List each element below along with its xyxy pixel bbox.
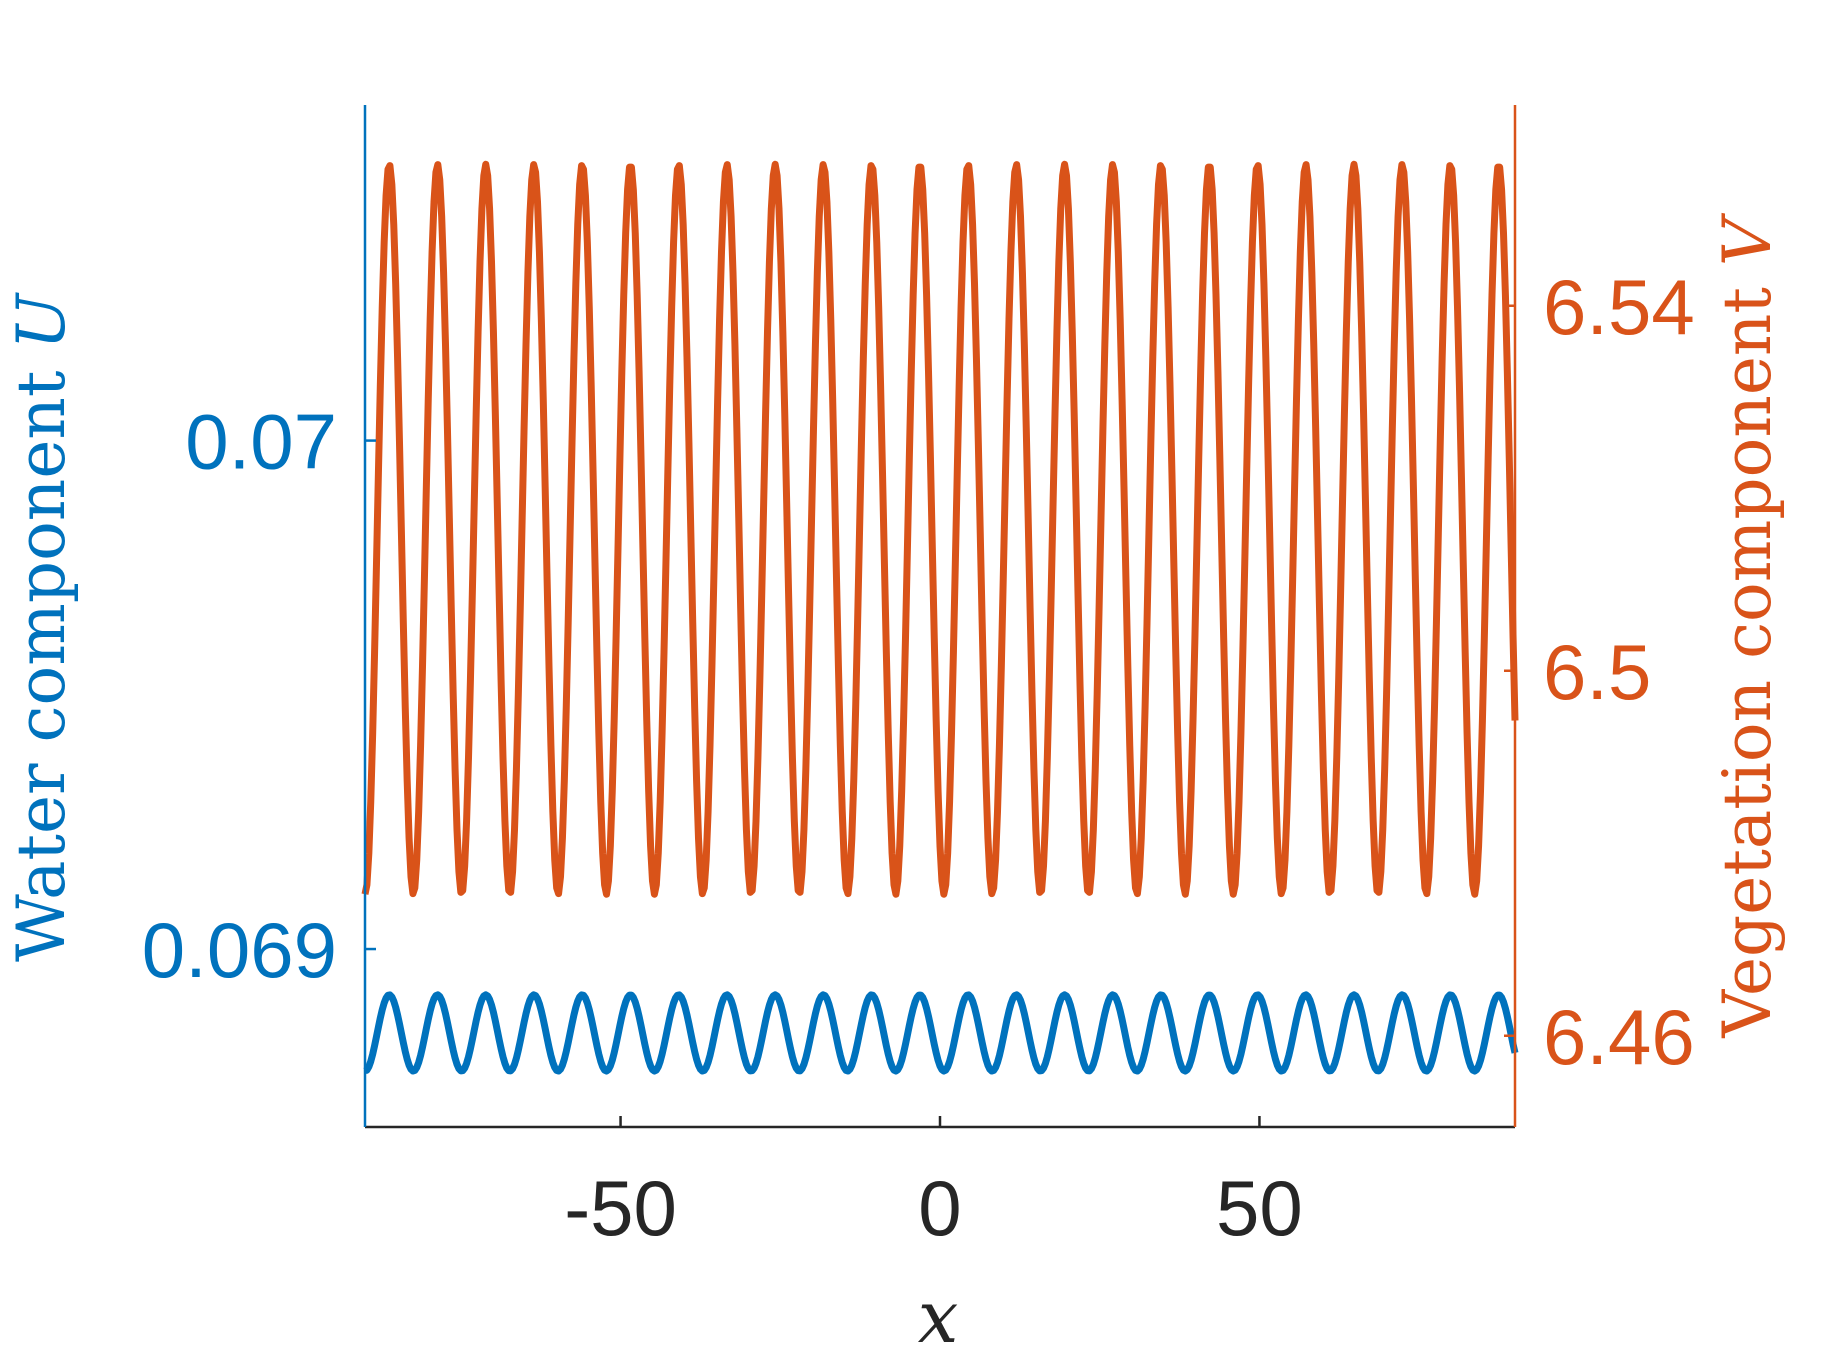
series-line-vegetation-V — [361, 160, 1519, 898]
left-y-axis-title-text: Water component — [3, 350, 80, 962]
left-y-tick-label: 0.07 — [185, 398, 337, 486]
right-y-tick-label: 6.46 — [1543, 993, 1695, 1081]
x-tick-label: -50 — [564, 1164, 677, 1252]
left-y-tick-label: 0.069 — [142, 906, 337, 994]
series-line-water-U — [363, 991, 1519, 1075]
right-y-tick-label: 6.54 — [1543, 263, 1695, 351]
x-axis-ticks: -50 0 50 — [564, 1116, 1303, 1252]
x-tick-label: 50 — [1216, 1164, 1303, 1252]
x-tick-label: 0 — [918, 1164, 961, 1252]
right-y-axis-title-variable: V — [1709, 212, 1786, 266]
plot-series — [361, 160, 1519, 1075]
right-y-axis-title: Vegetation component V — [1709, 212, 1786, 1039]
left-y-axis-title-variable: U — [3, 292, 80, 350]
right-y-axis-ticks: 6.46 6.5 6.54 — [1504, 263, 1695, 1081]
left-y-axis-title: Water component U — [3, 292, 80, 962]
right-y-tick-label: 6.5 — [1543, 628, 1651, 716]
left-y-axis-ticks: 0.069 0.07 — [142, 398, 376, 994]
right-y-axis-title-text: Vegetation component — [1709, 266, 1786, 1039]
x-axis-title: x — [918, 1275, 959, 1359]
